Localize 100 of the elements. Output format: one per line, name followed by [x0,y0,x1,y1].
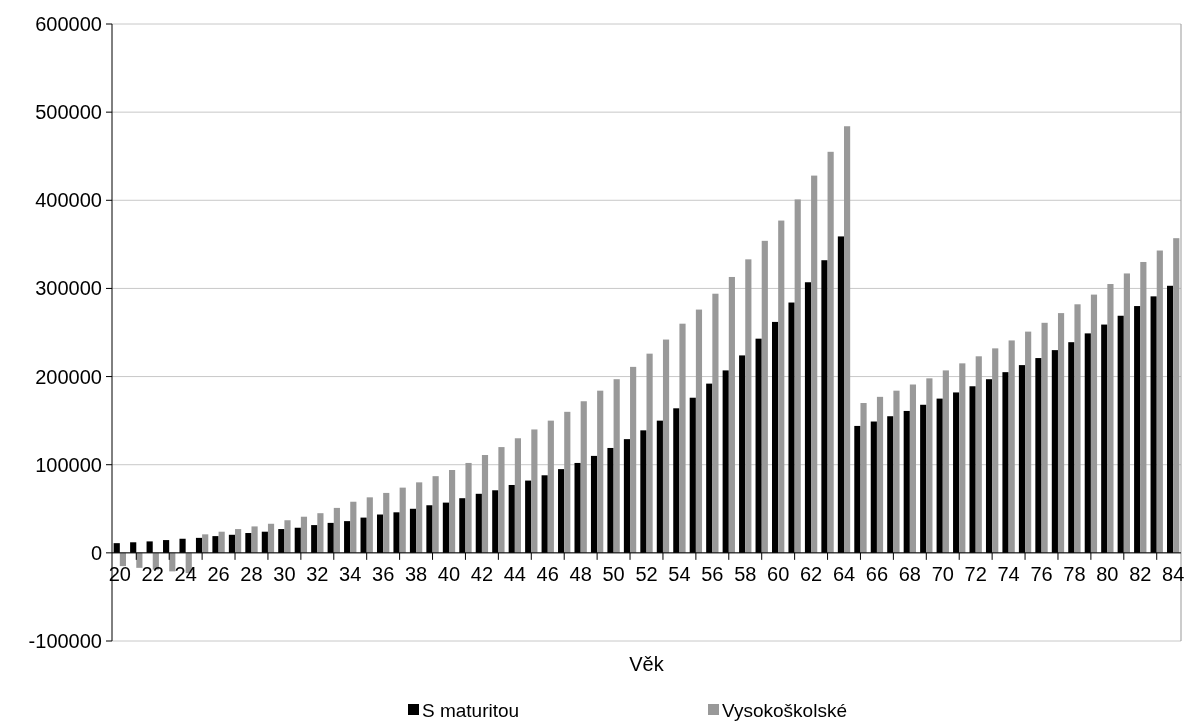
bar [1041,322,1048,553]
y-tick-label: 0 [90,541,102,564]
bar [728,276,735,553]
x-tick-label: 78 [1063,562,1086,585]
bar [909,384,917,553]
x-tick-label: 36 [372,562,395,585]
x-tick-label: 42 [470,562,494,585]
x-tick-label: 80 [1096,562,1119,585]
legend-label: S maturitou [422,700,520,721]
bar [366,497,373,553]
bar [926,378,933,553]
y-tick-label: -100000 [28,630,102,652]
x-tick-label: 60 [767,562,790,585]
bar [712,293,719,553]
bar [333,507,340,553]
bar [218,531,225,553]
bar [1140,261,1147,553]
bar [1025,331,1032,553]
x-tick-label: 58 [734,562,757,585]
bar [844,126,851,553]
bar [1156,250,1163,553]
x-tick-label: 50 [602,562,625,585]
y-tick-label: 600000 [35,13,102,35]
bar [745,259,752,553]
x-tick-label: 22 [141,562,164,585]
x-tick-label: 72 [964,562,987,585]
bar [432,476,439,553]
x-tick-label: 30 [273,562,296,585]
bar [284,520,291,553]
bar [1107,284,1114,553]
x-tick-label: 62 [799,562,823,585]
bar [597,390,604,553]
bar [662,339,670,553]
x-tick-label: 28 [240,562,263,585]
bar [531,429,538,553]
bar [613,379,620,553]
x-tick-label: 20 [108,562,131,585]
x-tick-label: 44 [503,562,526,585]
bar [235,529,242,553]
bar [794,199,801,553]
bar [646,353,653,553]
bar [317,513,324,553]
bar [1057,313,1065,553]
bar [1008,340,1015,553]
bar [514,438,521,553]
y-tick-label: 100000 [35,453,102,476]
x-tick-label: 24 [174,562,197,585]
bar [778,220,785,553]
x-tick-label: 40 [437,562,461,585]
bar [975,356,982,553]
bar [860,403,867,553]
bar [202,534,209,553]
bar [465,462,472,553]
x-tick-label: 34 [339,562,362,585]
x-tick-label: 74 [997,562,1020,585]
bar [959,363,966,553]
bar [1123,273,1130,553]
bar [811,175,818,553]
x-tick-label: 84 [1162,562,1185,585]
bar [1090,294,1098,553]
y-tick-label: 500000 [35,101,102,124]
bar [300,516,308,553]
x-tick-label: 46 [536,562,559,585]
bar [498,447,505,553]
bar [679,323,686,553]
bar [876,396,884,553]
bar [547,420,554,553]
x-tick-label: 52 [635,562,658,585]
bar [448,470,456,553]
bar [481,455,489,553]
bar [1074,304,1081,553]
bar [630,366,637,553]
bar [942,370,949,553]
bar [827,151,834,553]
bar [251,526,258,553]
bar [383,492,390,553]
bar [399,487,406,553]
bar [580,401,587,553]
x-tick-label: 68 [898,562,921,585]
x-tick-label: 70 [931,562,954,585]
x-tick-label: 82 [1129,562,1152,585]
bar [564,411,571,553]
y-tick-label: 300000 [35,277,102,300]
x-axis-title: Věk [629,653,665,675]
x-tick-label: 48 [569,562,592,585]
x-tick-label: 54 [668,562,691,585]
x-tick-label: 38 [404,562,428,585]
x-tick-label: 66 [865,562,889,585]
legend-label: Vysokoškolské [722,700,847,721]
y-tick-label: 200000 [35,365,102,388]
bar [695,309,703,553]
bar [761,240,768,553]
x-tick-label: 32 [306,562,329,585]
x-tick-label: 56 [701,562,724,585]
bar [350,501,357,553]
x-tick-label: 76 [1030,562,1053,585]
bar [992,348,999,553]
x-tick-label: 64 [832,562,856,585]
x-tick-label: 26 [207,562,230,585]
bar [893,390,900,553]
